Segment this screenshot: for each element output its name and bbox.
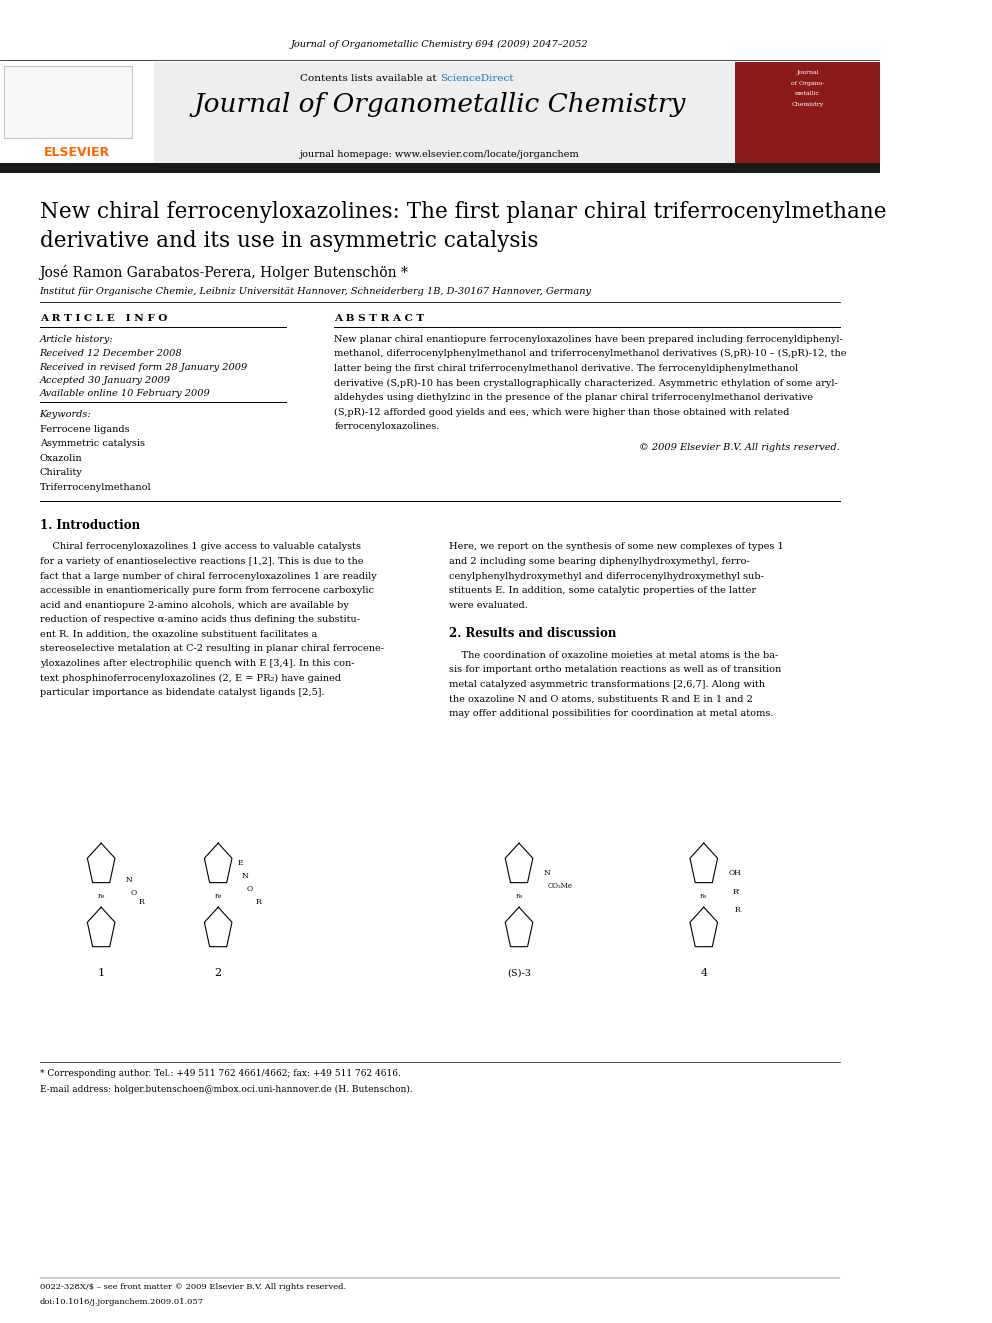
Text: Fe: Fe bbox=[214, 894, 222, 900]
Text: of Organo-: of Organo- bbox=[791, 81, 824, 86]
Text: R: R bbox=[255, 898, 261, 906]
Text: 2. Results and discussion: 2. Results and discussion bbox=[448, 627, 616, 640]
Text: ent R. In addition, the oxazoline substituent facilitates a: ent R. In addition, the oxazoline substi… bbox=[40, 630, 316, 639]
Text: * Corresponding author. Tel.: +49 511 762 4661/4662; fax: +49 511 762 4616.: * Corresponding author. Tel.: +49 511 76… bbox=[40, 1069, 401, 1078]
Text: Available online 10 February 2009: Available online 10 February 2009 bbox=[40, 389, 210, 398]
FancyBboxPatch shape bbox=[4, 66, 132, 138]
Text: Chirality: Chirality bbox=[40, 468, 82, 478]
Text: Fe: Fe bbox=[515, 894, 523, 900]
Text: and 2 including some bearing diphenylhydroxymethyl, ferro-: and 2 including some bearing diphenylhyd… bbox=[448, 557, 749, 566]
Text: metallic: metallic bbox=[795, 91, 820, 97]
Text: R': R' bbox=[733, 888, 741, 896]
Text: journal homepage: www.elsevier.com/locate/jorganchem: journal homepage: www.elsevier.com/locat… bbox=[300, 151, 579, 159]
Text: N: N bbox=[242, 872, 249, 880]
Text: 0022-328X/$ – see front matter © 2009 Elsevier B.V. All rights reserved.: 0022-328X/$ – see front matter © 2009 El… bbox=[40, 1283, 345, 1291]
Text: O: O bbox=[246, 885, 252, 893]
Text: stituents E. In addition, some catalytic properties of the latter: stituents E. In addition, some catalytic… bbox=[448, 586, 756, 595]
Text: Chemistry: Chemistry bbox=[792, 102, 823, 107]
Text: R: R bbox=[139, 898, 145, 906]
Text: A B S T R A C T: A B S T R A C T bbox=[334, 314, 425, 323]
Text: O: O bbox=[130, 889, 136, 897]
Text: E: E bbox=[237, 859, 243, 867]
Text: Contents lists available at: Contents lists available at bbox=[300, 74, 439, 83]
Text: Oxazolin: Oxazolin bbox=[40, 454, 82, 463]
Text: Journal of Organometallic Chemistry 694 (2009) 2047–2052: Journal of Organometallic Chemistry 694 … bbox=[291, 40, 588, 49]
FancyBboxPatch shape bbox=[0, 62, 880, 165]
Text: 4: 4 bbox=[700, 968, 707, 979]
Text: (S)-3: (S)-3 bbox=[507, 968, 531, 978]
Text: N: N bbox=[544, 869, 551, 877]
Text: Chiral ferrocenyloxazolines 1 give access to valuable catalysts: Chiral ferrocenyloxazolines 1 give acces… bbox=[40, 542, 360, 552]
Text: yloxazolines after electrophilic quench with E [3,4]. In this con-: yloxazolines after electrophilic quench … bbox=[40, 659, 354, 668]
Text: Triferrocenylmethanol: Triferrocenylmethanol bbox=[40, 483, 151, 492]
Text: for a variety of enantioselective reactions [1,2]. This is due to the: for a variety of enantioselective reacti… bbox=[40, 557, 363, 566]
Text: stereoselective metalation at C-2 resulting in planar chiral ferrocene-: stereoselective metalation at C-2 result… bbox=[40, 644, 384, 654]
Text: derivative and its use in asymmetric catalysis: derivative and its use in asymmetric cat… bbox=[40, 230, 538, 253]
Text: Fe: Fe bbox=[97, 894, 105, 900]
Text: Ferrocene ligands: Ferrocene ligands bbox=[40, 425, 129, 434]
Text: ferrocenyloxazolines.: ferrocenyloxazolines. bbox=[334, 422, 439, 431]
Text: methanol, diferrocenylphenylmethanol and triferrocenylmethanol derivatives (S,pR: methanol, diferrocenylphenylmethanol and… bbox=[334, 349, 847, 359]
FancyBboxPatch shape bbox=[0, 163, 880, 173]
Text: R: R bbox=[734, 906, 740, 914]
Text: were evaluated.: were evaluated. bbox=[448, 601, 528, 610]
Text: may offer additional possibilities for coordination at metal atoms.: may offer additional possibilities for c… bbox=[448, 709, 773, 718]
Text: fact that a large number of chiral ferrocenyloxazolines 1 are readily: fact that a large number of chiral ferro… bbox=[40, 572, 376, 581]
Text: A R T I C L E   I N F O: A R T I C L E I N F O bbox=[40, 314, 167, 323]
Text: Received in revised form 28 January 2009: Received in revised form 28 January 2009 bbox=[40, 363, 248, 372]
Text: Received 12 December 2008: Received 12 December 2008 bbox=[40, 349, 183, 359]
Text: ScienceDirect: ScienceDirect bbox=[439, 74, 513, 83]
Text: acid and enantiopure 2-amino alcohols, which are available by: acid and enantiopure 2-amino alcohols, w… bbox=[40, 601, 348, 610]
Text: E-mail address: holger.butenschoen@mbox.oci.uni-hannover.de (H. Butenschon).: E-mail address: holger.butenschoen@mbox.… bbox=[40, 1085, 413, 1094]
Text: Asymmetric catalysis: Asymmetric catalysis bbox=[40, 439, 145, 448]
Text: particular importance as bidendate catalyst ligands [2,5].: particular importance as bidendate catal… bbox=[40, 688, 324, 697]
Text: Keywords:: Keywords: bbox=[40, 410, 91, 419]
Text: OH: OH bbox=[728, 869, 741, 877]
Text: sis for important ortho metalation reactions as well as of transition: sis for important ortho metalation react… bbox=[448, 665, 781, 675]
Text: ELSEVIER: ELSEVIER bbox=[44, 146, 110, 159]
Text: Journal: Journal bbox=[797, 70, 819, 75]
Text: New chiral ferrocenyloxazolines: The first planar chiral triferrocenylmethane: New chiral ferrocenyloxazolines: The fir… bbox=[40, 201, 886, 224]
Text: Fe: Fe bbox=[700, 894, 707, 900]
Text: metal catalyzed asymmetric transformations [2,6,7]. Along with: metal catalyzed asymmetric transformatio… bbox=[448, 680, 765, 689]
Text: © 2009 Elsevier B.V. All rights reserved.: © 2009 Elsevier B.V. All rights reserved… bbox=[639, 443, 840, 452]
Text: New planar chiral enantiopure ferrocenyloxazolines have been prepared including : New planar chiral enantiopure ferrocenyl… bbox=[334, 335, 843, 344]
Text: CO₂Me: CO₂Me bbox=[548, 882, 573, 890]
Text: accessible in enantiomerically pure form from ferrocene carboxylic: accessible in enantiomerically pure form… bbox=[40, 586, 374, 595]
Text: text phosphinoferrocenyloxazolines (2, E = PR₂) have gained: text phosphinoferrocenyloxazolines (2, E… bbox=[40, 673, 340, 683]
Text: aldehydes using diethylzinc in the presence of the planar chiral triferrocenylme: aldehydes using diethylzinc in the prese… bbox=[334, 393, 813, 402]
Text: José Ramon Garabatos-Perera, Holger Butenschön *: José Ramon Garabatos-Perera, Holger Bute… bbox=[40, 265, 409, 279]
Text: N: N bbox=[126, 876, 133, 884]
Text: latter being the first chiral triferrocenylmethanol derivative. The ferrocenyldi: latter being the first chiral triferroce… bbox=[334, 364, 799, 373]
Text: Journal of Organometallic Chemistry: Journal of Organometallic Chemistry bbox=[193, 93, 686, 116]
Text: 1. Introduction: 1. Introduction bbox=[40, 519, 140, 532]
Text: Institut für Organische Chemie, Leibniz Universität Hannover, Schneiderberg 1B, : Institut für Organische Chemie, Leibniz … bbox=[40, 287, 591, 296]
Text: Article history:: Article history: bbox=[40, 335, 113, 344]
Text: reduction of respective α-amino acids thus defining the substitu-: reduction of respective α-amino acids th… bbox=[40, 615, 359, 624]
Text: derivative (S,pR)-10 has been crystallographically characterized. Asymmetric eth: derivative (S,pR)-10 has been crystallog… bbox=[334, 378, 838, 388]
Text: The coordination of oxazoline moieties at metal atoms is the ba-: The coordination of oxazoline moieties a… bbox=[448, 651, 778, 660]
FancyBboxPatch shape bbox=[0, 62, 154, 165]
Text: doi:10.1016/j.jorganchem.2009.01.057: doi:10.1016/j.jorganchem.2009.01.057 bbox=[40, 1298, 203, 1306]
Text: the oxazoline N and O atoms, substituents R and E in 1 and 2: the oxazoline N and O atoms, substituent… bbox=[448, 695, 753, 704]
Text: Accepted 30 January 2009: Accepted 30 January 2009 bbox=[40, 376, 171, 385]
Text: 1: 1 bbox=[97, 968, 105, 979]
Text: Here, we report on the synthesis of some new complexes of types 1: Here, we report on the synthesis of some… bbox=[448, 542, 784, 552]
Text: cenylphenylhydroxymethyl and diferrocenylhydroxymethyl sub-: cenylphenylhydroxymethyl and diferroceny… bbox=[448, 572, 764, 581]
Text: (S,pR)-12 afforded good yields and ees, which were higher than those obtained wi: (S,pR)-12 afforded good yields and ees, … bbox=[334, 407, 790, 417]
FancyBboxPatch shape bbox=[735, 62, 880, 165]
Text: 2: 2 bbox=[214, 968, 222, 979]
